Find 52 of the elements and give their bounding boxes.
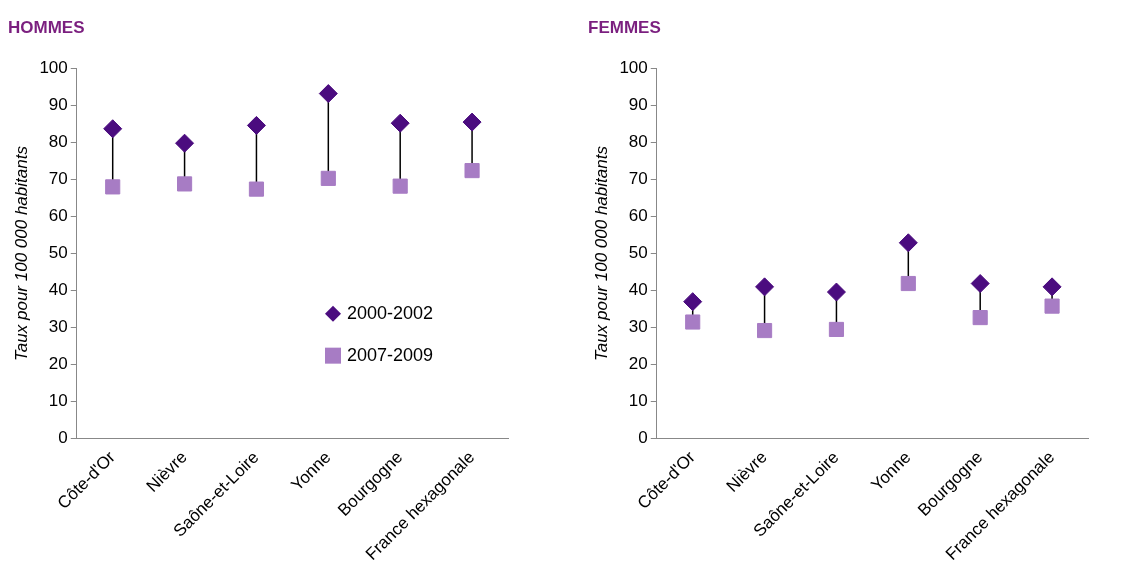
y-tick-label: 90: [48, 95, 68, 115]
y-tick-label: 30: [48, 317, 68, 337]
y-tick-label: 50: [48, 243, 68, 263]
y-tick-label: 50: [628, 243, 648, 263]
y-tick-label: 0: [58, 428, 68, 448]
y-tick-label: 100: [619, 58, 648, 78]
y-tick-label: 40: [48, 280, 68, 300]
point: [898, 233, 918, 253]
y-tick-label: 20: [628, 354, 648, 374]
y-tick-label: 80: [628, 132, 648, 152]
point: [462, 112, 482, 132]
y-tick-label: 40: [628, 280, 648, 300]
point: [757, 322, 773, 339]
chart-title: FEMMES: [588, 17, 661, 37]
y-axis-title: Taux pour 100 000 habitants: [591, 145, 611, 361]
point: [828, 321, 845, 337]
point: [320, 170, 336, 186]
point: [175, 133, 195, 153]
legend-label: 2000-2002: [347, 302, 434, 323]
chart-title: HOMMES: [8, 17, 85, 37]
point: [390, 113, 410, 133]
y-tick-label: 70: [48, 169, 68, 189]
y-tick-label: 80: [48, 132, 68, 152]
point: [970, 274, 990, 294]
point: [464, 163, 480, 179]
point: [103, 119, 123, 139]
point: [246, 115, 266, 135]
point: [826, 282, 846, 302]
point: [685, 314, 701, 330]
legend-label: 2007-2009: [347, 344, 434, 365]
y-tick-label: 10: [48, 391, 68, 411]
y-tick-label: 10: [628, 391, 648, 411]
y-axis-title: Taux pour 100 000 habitants: [11, 145, 31, 361]
point: [755, 277, 775, 297]
y-tick-label: 90: [628, 95, 648, 115]
point: [318, 84, 338, 104]
point: [1042, 277, 1062, 297]
point: [683, 292, 703, 312]
point: [900, 275, 916, 292]
y-tick-label: 0: [638, 428, 648, 448]
y-tick-label: 60: [48, 206, 68, 226]
point: [972, 310, 988, 326]
point: [248, 181, 265, 197]
y-tick-label: 30: [628, 317, 648, 337]
point: [1044, 298, 1060, 314]
point: [392, 178, 408, 194]
point: [177, 176, 193, 192]
y-tick-label: 60: [628, 206, 648, 226]
y-tick-label: 70: [628, 169, 648, 189]
point: [105, 179, 121, 195]
y-tick-label: 20: [48, 354, 68, 374]
y-tick-label: 100: [39, 58, 68, 78]
